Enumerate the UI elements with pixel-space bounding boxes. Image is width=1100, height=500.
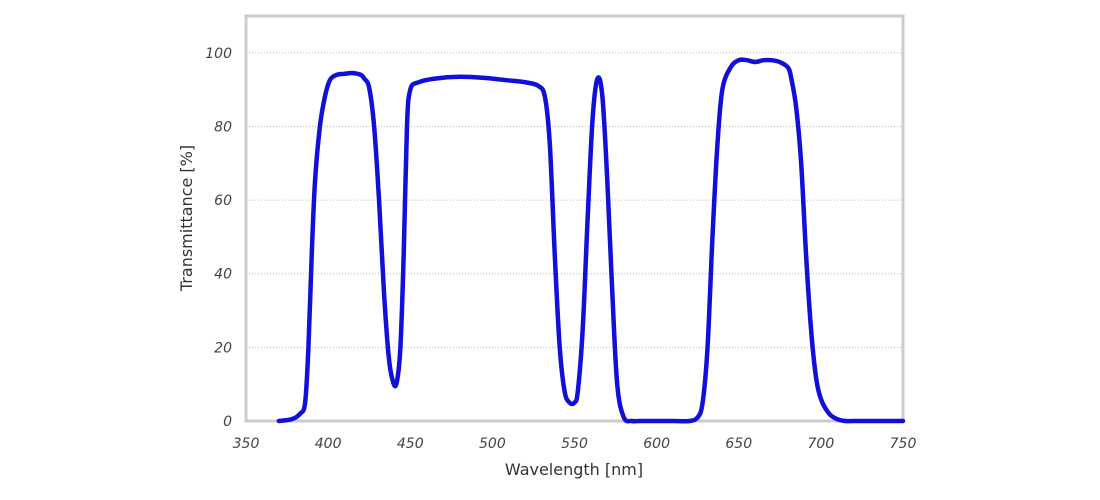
x-tick-label: 650 <box>725 436 752 452</box>
y-tick-label: 20 <box>214 340 232 356</box>
x-tick-label: 550 <box>561 436 588 452</box>
plot-frame <box>244 14 905 423</box>
series-group <box>276 57 906 424</box>
y-tick-labels: 0 20 40 60 80 100 <box>205 46 232 430</box>
x-tick-label: 350 <box>233 436 260 452</box>
y-tick-label: 60 <box>214 193 232 209</box>
x-tick-labels: 350 400 450 500 550 600 650 700 750 <box>233 436 917 452</box>
x-tick-label: 450 <box>397 436 424 452</box>
x-tick-label: 500 <box>479 436 506 452</box>
transmittance-curve <box>276 57 906 424</box>
x-tick-label: 400 <box>315 436 342 452</box>
x-tick-label: 750 <box>890 436 917 452</box>
y-tick-label: 0 <box>223 414 232 430</box>
y-tick-label: 80 <box>214 119 232 135</box>
x-axis-title: Wavelength [nm] <box>505 460 643 479</box>
y-tick-label: 40 <box>214 267 232 283</box>
y-tick-label: 100 <box>205 46 232 62</box>
x-tick-label: 600 <box>643 436 670 452</box>
y-axis-title: Transmittance [%] <box>177 145 196 292</box>
x-tick-label: 700 <box>808 436 835 452</box>
